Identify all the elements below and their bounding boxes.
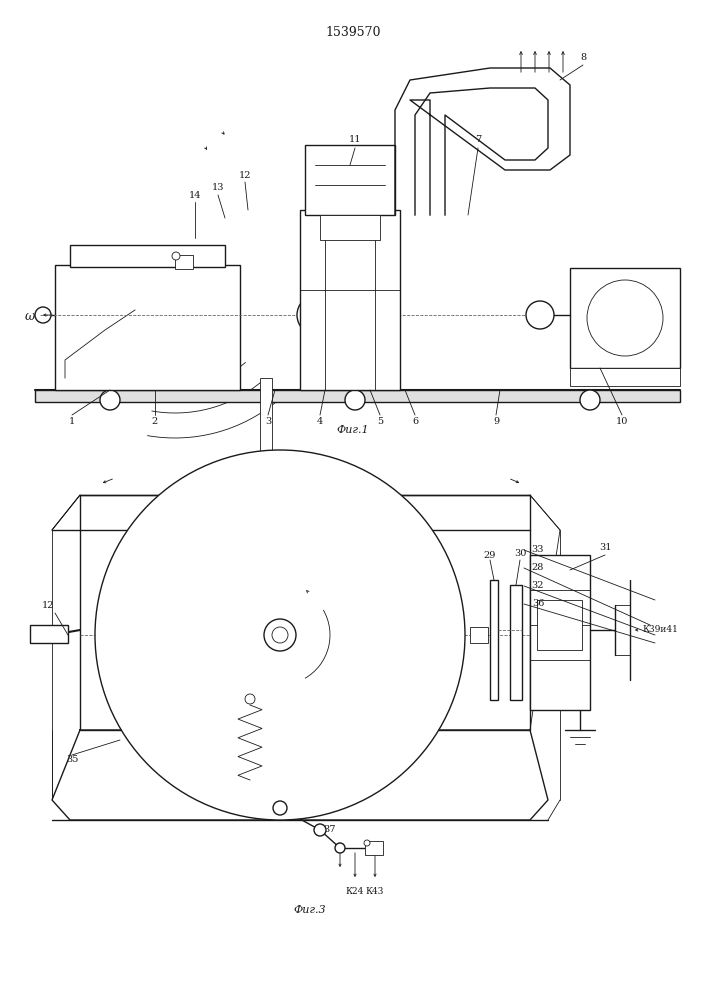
Text: ψ: ψ	[310, 456, 320, 468]
Text: 1: 1	[69, 418, 75, 426]
Text: 4: 4	[317, 418, 323, 426]
Bar	[365, 841, 383, 855]
Text: Фиг.1: Фиг.1	[337, 425, 369, 435]
Text: 36: 36	[532, 599, 544, 608]
Text: 2: 2	[152, 418, 158, 426]
Text: Фиг.3: Фиг.3	[293, 905, 327, 915]
Text: 3: 3	[265, 418, 271, 426]
Text: 29: 29	[484, 550, 496, 560]
Text: 33: 33	[532, 546, 544, 554]
Text: 10: 10	[616, 418, 629, 426]
Bar	[80, 495, 530, 730]
Text: 6: 6	[412, 418, 418, 426]
Bar	[175, 255, 193, 269]
Bar	[70, 245, 225, 267]
Bar	[570, 368, 680, 386]
Circle shape	[273, 801, 287, 815]
Bar	[320, 215, 380, 240]
Text: 30: 30	[514, 548, 526, 558]
Text: 1539570: 1539570	[325, 25, 381, 38]
Text: 7: 7	[475, 135, 481, 144]
Circle shape	[272, 627, 288, 643]
Bar	[55, 265, 240, 390]
Bar	[260, 378, 272, 453]
Bar	[300, 210, 400, 390]
Circle shape	[580, 390, 600, 410]
Text: 9: 9	[493, 418, 499, 426]
Circle shape	[172, 252, 180, 260]
Text: ω: ω	[25, 310, 35, 324]
Text: 8: 8	[580, 53, 586, 62]
Circle shape	[364, 840, 370, 846]
Text: 5: 5	[377, 418, 383, 426]
Text: 13: 13	[212, 184, 224, 192]
Circle shape	[100, 390, 120, 410]
Bar	[510, 585, 522, 700]
Circle shape	[335, 843, 345, 853]
Circle shape	[526, 301, 554, 329]
Bar	[470, 627, 488, 643]
Circle shape	[245, 694, 255, 704]
Circle shape	[345, 390, 365, 410]
Bar	[35, 390, 680, 402]
Circle shape	[35, 307, 51, 323]
Bar	[530, 555, 590, 710]
Text: 28: 28	[532, 564, 544, 572]
Circle shape	[352, 295, 392, 335]
Text: 31: 31	[599, 544, 612, 552]
Ellipse shape	[95, 450, 465, 820]
Bar	[490, 580, 498, 700]
Text: 12: 12	[239, 170, 251, 180]
Text: К43: К43	[366, 888, 384, 896]
Text: 14: 14	[189, 190, 201, 200]
Bar	[305, 145, 395, 215]
Text: 35: 35	[66, 756, 78, 764]
Text: 11: 11	[349, 135, 361, 144]
Text: 37: 37	[324, 826, 337, 834]
Bar	[537, 600, 582, 650]
Text: К24: К24	[346, 888, 364, 896]
Text: 12: 12	[42, 600, 54, 609]
Circle shape	[314, 824, 326, 836]
Text: К39и41: К39и41	[642, 626, 678, 635]
Bar	[30, 625, 68, 643]
Bar	[570, 268, 680, 368]
Text: 32: 32	[532, 582, 544, 590]
Circle shape	[587, 280, 663, 356]
Circle shape	[297, 295, 337, 335]
Circle shape	[264, 619, 296, 651]
